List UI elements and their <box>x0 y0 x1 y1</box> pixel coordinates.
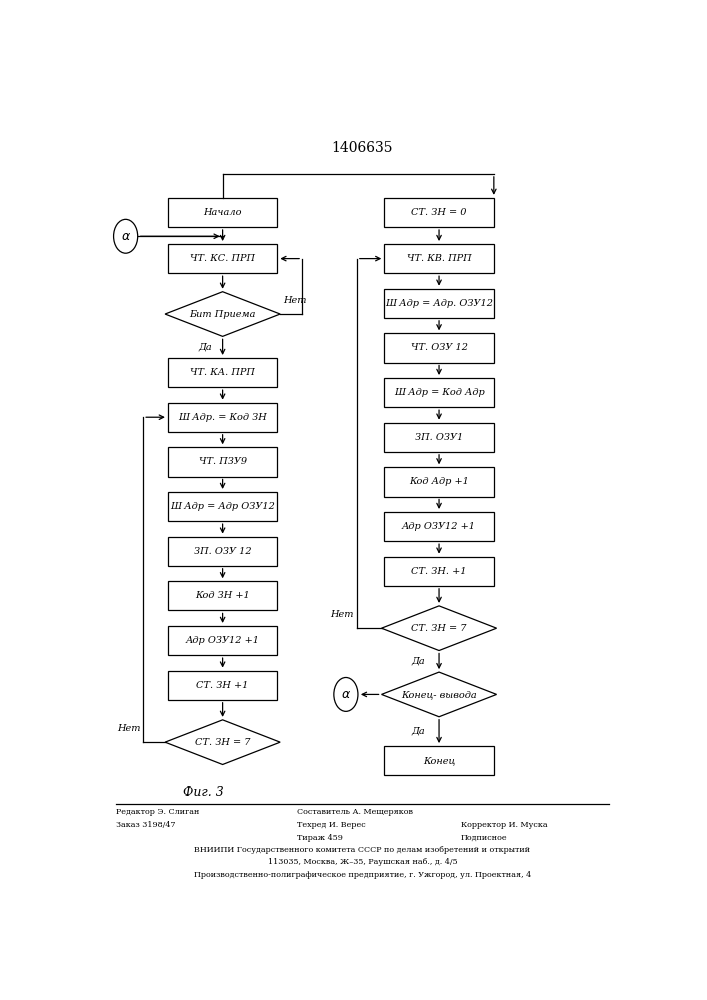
Text: Техред И. Верес: Техред И. Верес <box>297 821 366 829</box>
Text: Да: Да <box>198 343 211 352</box>
Bar <box>385 289 494 318</box>
Text: $\alpha$: $\alpha$ <box>341 688 351 701</box>
Text: СТ. ЗН = 7: СТ. ЗН = 7 <box>411 624 467 633</box>
Bar <box>385 467 494 497</box>
Text: СТ. ЗН = 7: СТ. ЗН = 7 <box>195 738 250 747</box>
Text: Тираж 459: Тираж 459 <box>297 834 342 842</box>
Text: 113035, Москва, Ж–35, Раушская наб., д. 4/5: 113035, Москва, Ж–35, Раушская наб., д. … <box>267 858 457 866</box>
Bar <box>385 333 494 363</box>
Polygon shape <box>382 606 496 651</box>
Bar <box>168 447 277 477</box>
Text: ЧТ. КС. ПРП: ЧТ. КС. ПРП <box>190 254 255 263</box>
Text: Производственно-полиграфическое предприятие, г. Ужгород, ул. Проектная, 4: Производственно-полиграфическое предприя… <box>194 871 531 879</box>
Text: Конец- вывода: Конец- вывода <box>401 690 477 699</box>
Text: СТ. ЗН = 0: СТ. ЗН = 0 <box>411 208 467 217</box>
Text: Начало: Начало <box>204 208 242 217</box>
Circle shape <box>334 677 358 711</box>
Text: 1406635: 1406635 <box>332 141 393 155</box>
Bar <box>385 378 494 407</box>
Text: Нет: Нет <box>283 296 306 305</box>
Text: Бит Приема: Бит Приема <box>189 310 256 319</box>
Bar <box>168 358 277 387</box>
Bar <box>168 403 277 432</box>
Text: ЧТ. КА. ПРП: ЧТ. КА. ПРП <box>190 368 255 377</box>
Text: ЧТ. ОЗУ 12: ЧТ. ОЗУ 12 <box>411 343 467 352</box>
Text: Нет: Нет <box>331 610 354 619</box>
Bar <box>385 512 494 541</box>
Text: ЧТ. КВ. ПРП: ЧТ. КВ. ПРП <box>407 254 472 263</box>
Bar <box>385 557 494 586</box>
Bar <box>168 581 277 610</box>
Text: Адр ОЗУ12 +1: Адр ОЗУ12 +1 <box>402 522 476 531</box>
Text: Нет: Нет <box>117 724 141 733</box>
Text: Ш Адр = Код Адр: Ш Адр = Код Адр <box>394 388 484 397</box>
Text: Редактор Э. Слиган: Редактор Э. Слиган <box>116 808 199 816</box>
Bar <box>385 746 494 775</box>
Text: Да: Да <box>411 657 426 666</box>
Bar <box>168 492 277 521</box>
Text: Составитель А. Мещеряков: Составитель А. Мещеряков <box>297 808 413 816</box>
Bar <box>385 244 494 273</box>
Text: ВНИИПИ Государственного комитета СССР по делам изобретений и открытий: ВНИИПИ Государственного комитета СССР по… <box>194 846 530 854</box>
Polygon shape <box>165 720 280 764</box>
Polygon shape <box>382 672 496 717</box>
Text: Да: Да <box>411 727 426 736</box>
Bar <box>168 626 277 655</box>
Text: Ш Адр. = Код ЗН: Ш Адр. = Код ЗН <box>178 413 267 422</box>
Text: Корректор И. Муска: Корректор И. Муска <box>461 821 548 829</box>
Bar <box>385 198 494 227</box>
Circle shape <box>114 219 138 253</box>
Text: ЧТ. ПЗУ9: ЧТ. ПЗУ9 <box>199 457 247 466</box>
Text: $\alpha$: $\alpha$ <box>121 230 131 243</box>
Text: Код Адр +1: Код Адр +1 <box>409 477 469 486</box>
Bar <box>168 537 277 566</box>
Text: Ш Адр = Адр. ОЗУ12: Ш Адр = Адр. ОЗУ12 <box>385 299 493 308</box>
Text: Адр ОЗУ12 +1: Адр ОЗУ12 +1 <box>186 636 259 645</box>
Text: Заказ 3198/47: Заказ 3198/47 <box>116 821 175 829</box>
Text: ЗП. ОЗУ1: ЗП. ОЗУ1 <box>415 433 463 442</box>
Text: СТ. ЗН +1: СТ. ЗН +1 <box>197 681 249 690</box>
Bar <box>168 671 277 700</box>
Text: СТ. ЗН. +1: СТ. ЗН. +1 <box>411 567 467 576</box>
Bar <box>168 198 277 227</box>
Text: Подписное: Подписное <box>461 834 508 842</box>
Text: Конец: Конец <box>423 756 455 765</box>
Text: ЗП. ОЗУ 12: ЗП. ОЗУ 12 <box>194 547 252 556</box>
Text: Код ЗН +1: Код ЗН +1 <box>195 591 250 600</box>
Bar <box>168 244 277 273</box>
Text: Ш Адр = Адр ОЗУ12: Ш Адр = Адр ОЗУ12 <box>170 502 275 511</box>
Bar <box>385 423 494 452</box>
Polygon shape <box>165 292 280 336</box>
Text: Фиг. 3: Фиг. 3 <box>183 786 224 799</box>
